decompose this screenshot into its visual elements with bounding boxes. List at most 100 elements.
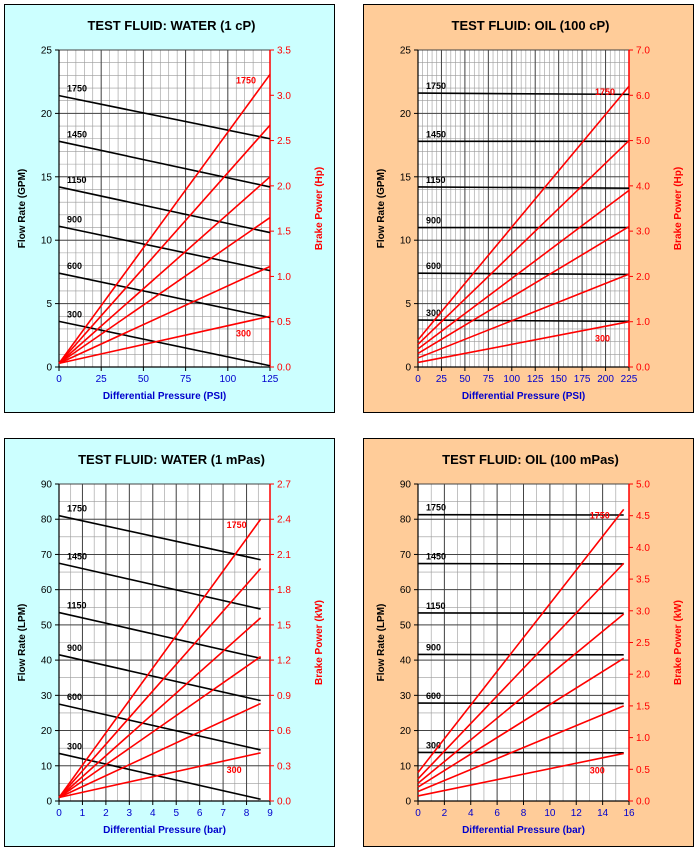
x-tick-label: 6 (197, 808, 203, 819)
flow-label-1750: 1750 (67, 504, 87, 514)
power-line (417, 752, 624, 797)
y-tick-label: 25 (41, 46, 53, 57)
power-line (58, 655, 262, 799)
flow-label-900: 900 (67, 643, 82, 653)
power-line (417, 225, 630, 355)
y-tick-label: 10 (41, 236, 53, 247)
y2-tick-label: 4.0 (636, 543, 650, 554)
x-tick-label: 10 (544, 808, 556, 819)
y-tick-label: 70 (41, 550, 53, 561)
chart-panel-oil-metric: TEST FLUID: OIL (100 mPas) 0 2 4 6 8 10 12 14 16 0… (363, 438, 694, 847)
flow-label-600: 600 (67, 261, 82, 271)
x-tick-label: 75 (180, 374, 192, 385)
flow-label-1750: 1750 (67, 84, 87, 94)
x-tick-label: 4 (150, 808, 156, 819)
power-line (417, 562, 625, 780)
chart-panel-water-metric: TEST FLUID: WATER (1 mPas) 0 1 2 3 4 5 6 7 8 9 0 10 2… (4, 438, 335, 847)
y2-axis-label: Brake Power (Hp) (673, 167, 684, 250)
power-line (58, 73, 271, 364)
y-tick-label: 10 (41, 761, 53, 772)
chart-svg: TEST FLUID: WATER (1 mPas)0 1 2 3 4 5 6 7 8 90102… (17, 452, 325, 836)
y-tick-label: 20 (41, 109, 53, 120)
flow-line-1450 (58, 140, 271, 188)
flow-line-900 (58, 225, 271, 272)
flow-label-1450: 1450 (67, 551, 87, 561)
x-axis-label: Differential Pressure (PSI) (462, 391, 585, 402)
y-axis-label: Flow Rate (LPM) (376, 604, 387, 682)
flow-label-1450: 1450 (426, 129, 446, 139)
y-tick-label: 40 (41, 656, 53, 667)
power-line (58, 216, 271, 365)
y2-tick-label: 5.0 (636, 136, 650, 147)
y-tick-label: 0 (46, 797, 52, 808)
flow-label-600: 600 (426, 261, 441, 271)
y-tick-label: 80 (400, 515, 412, 526)
x-tick-label: 8 (521, 808, 527, 819)
y-tick-label: 25 (400, 46, 412, 57)
y-tick-label: 90 (41, 480, 53, 491)
y-tick-label: 0 (46, 363, 52, 374)
power-line (58, 176, 271, 364)
x-tick-label: 175 (574, 374, 591, 385)
power-label-300: 300 (590, 765, 605, 775)
chart-title: TEST FLUID: WATER (1 cP) (87, 18, 255, 33)
y2-tick-label: 1.5 (636, 701, 650, 712)
power-line (58, 702, 261, 799)
x-tick-label: 100 (503, 374, 520, 385)
chart-title: TEST FLUID: WATER (1 mPas) (78, 452, 265, 467)
x-tick-label: 0 (415, 808, 421, 819)
y2-tick-label: 3.0 (636, 606, 650, 617)
flow-line-300 (417, 319, 630, 323)
x-tick-label: 4 (468, 808, 474, 819)
x-tick-label: 25 (436, 374, 448, 385)
power-line (417, 508, 625, 773)
y2-tick-label: 7.0 (636, 46, 650, 57)
y-tick-label: 90 (400, 480, 412, 491)
power-label-1750: 1750 (236, 75, 256, 85)
y-tick-label: 40 (400, 656, 412, 667)
y2-tick-label: 0.5 (277, 317, 291, 328)
flow-label-900: 900 (426, 642, 441, 652)
y2-tick-label: 1.5 (277, 227, 291, 238)
power-line (58, 518, 262, 798)
flow-line-300 (58, 752, 261, 801)
y2-tick-label: 3.0 (636, 227, 650, 238)
x-tick-label: 25 (96, 374, 108, 385)
y2-tick-label: 1.5 (277, 620, 291, 631)
y2-tick-label: 1.0 (636, 733, 650, 744)
power-line (417, 85, 630, 341)
power-label-300: 300 (227, 765, 242, 775)
flow-label-600: 600 (67, 692, 82, 702)
power-line (58, 124, 271, 364)
chart-title: TEST FLUID: OIL (100 mPas) (442, 452, 619, 467)
power-line (417, 273, 630, 359)
y2-tick-label: 3.5 (277, 46, 291, 57)
y-tick-label: 20 (400, 726, 412, 737)
y-tick-label: 5 (46, 299, 52, 310)
x-tick-label: 2 (442, 808, 448, 819)
flow-label-600: 600 (426, 691, 441, 701)
y2-tick-label: 2.0 (636, 272, 650, 283)
power-line (417, 657, 625, 788)
y2-tick-label: 2.1 (277, 550, 291, 561)
power-line (58, 568, 262, 799)
y2-tick-label: 2.5 (636, 638, 650, 649)
flow-line-300 (58, 320, 271, 367)
x-tick-label: 0 (56, 808, 62, 819)
y2-tick-label: 2.0 (277, 181, 291, 192)
chart-svg: TEST FLUID: OIL (100 cP)0 25 50 75 100 125 150… (376, 18, 684, 402)
y2-tick-label: 6.0 (636, 91, 650, 102)
x-tick-label: 125 (527, 374, 544, 385)
power-line (58, 752, 261, 799)
y2-tick-label: 3.5 (636, 575, 650, 586)
x-tick-label: 0 (56, 374, 62, 385)
flow-line-1150 (417, 186, 630, 190)
x-axis-label: Differential Pressure (bar) (103, 825, 226, 836)
y-tick-label: 0 (405, 363, 411, 374)
x-axis-label: Differential Pressure (bar) (462, 825, 585, 836)
y2-tick-label: 0.9 (277, 691, 291, 702)
flow-label-1150: 1150 (67, 601, 87, 611)
y-tick-label: 50 (400, 620, 412, 631)
x-tick-label: 9 (267, 808, 273, 819)
y2-tick-label: 1.0 (636, 317, 650, 328)
